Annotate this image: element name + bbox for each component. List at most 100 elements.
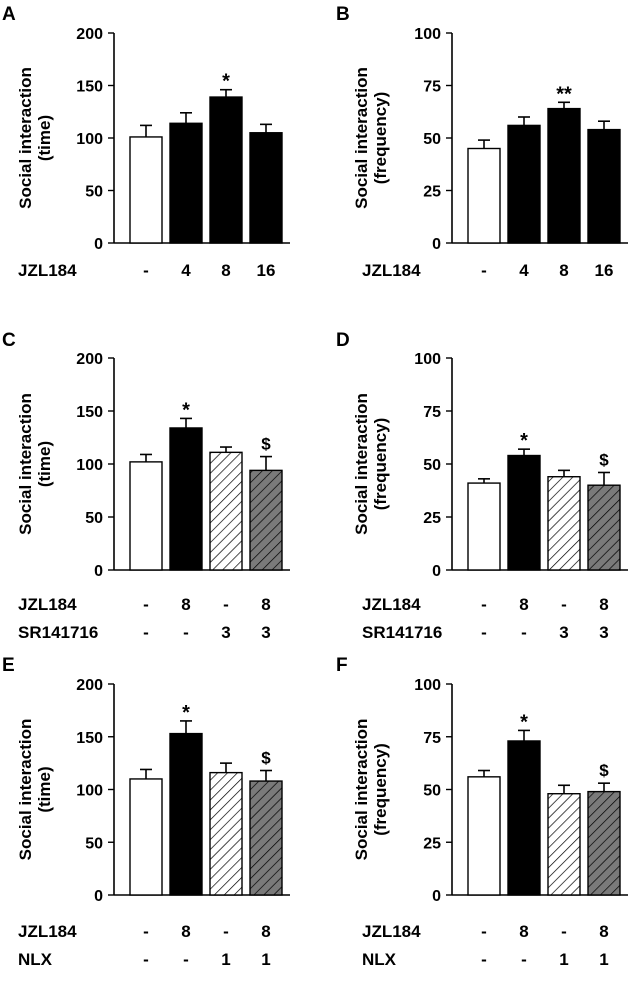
y-tick-label: 0 (94, 888, 103, 905)
condition-value: 8 (181, 595, 190, 614)
condition-value: 1 (559, 950, 568, 969)
condition-value: 8 (261, 922, 270, 941)
y-tick-label: 150 (76, 404, 103, 421)
condition-value: - (143, 950, 149, 969)
y-tick-label: 100 (414, 351, 441, 368)
condition-value: - (481, 922, 487, 941)
y-tick-label: 200 (76, 26, 103, 43)
condition-value: - (521, 623, 527, 642)
condition-value: 8 (599, 922, 608, 941)
y-tick-label: 100 (76, 457, 103, 474)
significance-mark: * (182, 399, 190, 421)
y-tick-label: 100 (414, 26, 441, 43)
y-tick-label: 0 (94, 563, 103, 580)
bar (467, 147, 501, 244)
significance-mark: $ (261, 435, 271, 454)
y-tick-label: 200 (76, 351, 103, 368)
condition-label: NLX (18, 950, 53, 969)
y-tick-label: 50 (423, 783, 441, 800)
condition-value: - (481, 623, 487, 642)
condition-value: 16 (257, 261, 276, 280)
y-axis-label: Social interaction (352, 393, 371, 535)
bar (209, 451, 243, 571)
bar (209, 771, 243, 896)
condition-value: 8 (559, 261, 568, 280)
panel-b: B Social interaction (frequency) 100 75 50 25 0… (336, 4, 628, 280)
y-tick-label: 50 (423, 457, 441, 474)
bar (467, 776, 501, 896)
significance-mark: $ (599, 761, 609, 780)
condition-label: SR141716 (18, 623, 98, 642)
bar (169, 732, 203, 896)
condition-value: 8 (261, 595, 270, 614)
y-tick-label: 75 (423, 730, 441, 747)
y-tick-label: 75 (423, 404, 441, 421)
significance-mark: ** (556, 83, 572, 105)
y-axis-label: Social interaction (352, 67, 371, 209)
panel-letter: C (2, 330, 16, 351)
condition-value: 3 (599, 623, 608, 642)
condition-value: 1 (221, 950, 230, 969)
condition-value: - (561, 595, 567, 614)
y-axis-label: (time) (35, 766, 54, 812)
condition-value: 8 (599, 595, 608, 614)
bar (547, 793, 581, 896)
condition-value: - (143, 623, 149, 642)
y-tick-label: 0 (94, 236, 103, 253)
bar (587, 128, 621, 244)
y-tick-label: 0 (432, 563, 441, 580)
y-tick-label: 0 (432, 888, 441, 905)
condition-value: - (143, 261, 149, 280)
condition-value: 1 (261, 950, 270, 969)
significance-mark: * (222, 71, 230, 93)
bar (249, 132, 283, 244)
condition-value: - (561, 922, 567, 941)
bar (249, 469, 283, 571)
y-axis-label: Social interaction (16, 719, 35, 861)
condition-value: - (481, 261, 487, 280)
y-tick-label: 75 (423, 79, 441, 96)
condition-value: 16 (595, 261, 614, 280)
condition-label: JZL184 (18, 261, 77, 280)
condition-value: - (481, 595, 487, 614)
bar (129, 461, 163, 571)
y-axis-label: Social interaction (16, 393, 35, 535)
y-tick-label: 25 (423, 835, 441, 852)
significance-mark: * (520, 711, 528, 733)
condition-value: 8 (181, 922, 190, 941)
panel-e: E Social interaction (time) 200 150 100 50 0 * $ J… (2, 655, 290, 969)
condition-label: NLX (362, 950, 397, 969)
bar (587, 790, 621, 896)
bar (507, 740, 541, 896)
panel-a: A Social interaction (time) 200 150 100 50 0 * JZ… (2, 4, 290, 280)
condition-value: - (223, 595, 229, 614)
y-tick-label: 50 (85, 184, 103, 201)
panel-letter: F (336, 655, 348, 676)
condition-value: - (183, 950, 189, 969)
y-tick-label: 100 (76, 783, 103, 800)
bar (209, 96, 243, 244)
y-tick-label: 150 (76, 730, 103, 747)
bar (507, 124, 541, 244)
y-tick-label: 100 (414, 677, 441, 694)
y-tick-label: 100 (76, 131, 103, 148)
condition-value: - (143, 922, 149, 941)
y-axis-label: Social interaction (16, 67, 35, 209)
y-tick-label: 200 (76, 677, 103, 694)
panel-letter: B (336, 4, 350, 25)
panel-letter: D (336, 330, 350, 351)
panel-letter: A (2, 4, 16, 25)
y-axis-label: (time) (35, 115, 54, 161)
significance-mark: $ (599, 450, 609, 469)
condition-value: - (143, 595, 149, 614)
bar (249, 780, 283, 896)
condition-label: JZL184 (362, 922, 421, 941)
bar (169, 122, 203, 244)
condition-label: JZL184 (362, 595, 421, 614)
y-axis-label: (time) (35, 441, 54, 487)
significance-mark: * (520, 430, 528, 452)
condition-value: 4 (519, 261, 529, 280)
bar (507, 454, 541, 571)
condition-label: JZL184 (18, 595, 77, 614)
condition-label: SR141716 (362, 623, 442, 642)
